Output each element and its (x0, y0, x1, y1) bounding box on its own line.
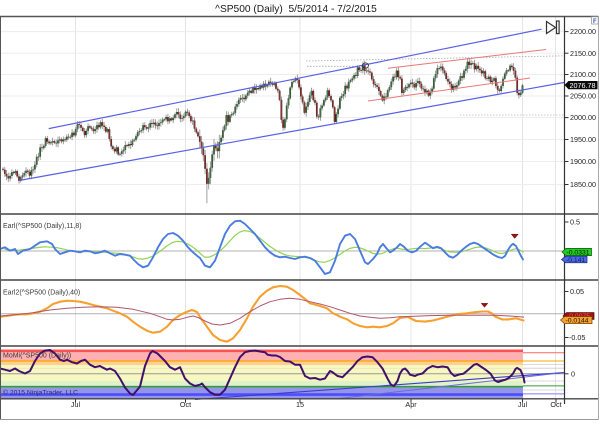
svg-text:2100.00: 2100.00 (570, 70, 596, 79)
svg-text:-0.0331: -0.0331 (567, 250, 590, 257)
svg-text:0.05: 0.05 (570, 287, 584, 296)
svg-text:MoMi(^SP500 (Daily)): MoMi(^SP500 (Daily)) (3, 353, 71, 360)
svg-text:0.5: 0.5 (570, 218, 580, 227)
svg-text:-0.05: -0.05 (569, 333, 585, 342)
svg-text:F: F (593, 19, 597, 25)
svg-text:Jul: Jul (71, 400, 81, 409)
svg-text:2076.78: 2076.78 (570, 81, 596, 90)
svg-text:Earl2(^SP500 (Daily),40): Earl2(^SP500 (Daily),40) (3, 290, 80, 297)
svg-text:Apr: Apr (405, 400, 417, 409)
svg-text:1900.00: 1900.00 (570, 157, 596, 166)
svg-text:Jul: Jul (518, 400, 528, 409)
svg-text:2050.00: 2050.00 (570, 92, 596, 101)
svg-text:2150.00: 2150.00 (570, 49, 596, 58)
svg-text:-0.0144: -0.0144 (566, 317, 589, 324)
svg-text:0: 0 (571, 369, 575, 378)
svg-text:2000.00: 2000.00 (570, 113, 596, 122)
svg-text:© 2015 NinjaTrader, LLC: © 2015 NinjaTrader, LLC (3, 389, 78, 397)
svg-text:2200.00: 2200.00 (570, 27, 596, 36)
svg-text:^SP500 (Daily) 5/5/2014 - 7/2: ^SP500 (Daily) 5/5/2014 - 7/2/2015 (215, 4, 377, 15)
svg-text:1850.00: 1850.00 (570, 180, 596, 189)
svg-text:Earl(^SP500 (Daily),11,8): Earl(^SP500 (Daily),11,8) (3, 223, 82, 230)
svg-text:-0.141: -0.141 (566, 257, 585, 264)
svg-text:Oct: Oct (550, 400, 561, 409)
svg-text:15: 15 (296, 400, 304, 409)
svg-text:1950.00: 1950.00 (570, 135, 596, 144)
svg-text:Oct: Oct (180, 400, 191, 409)
